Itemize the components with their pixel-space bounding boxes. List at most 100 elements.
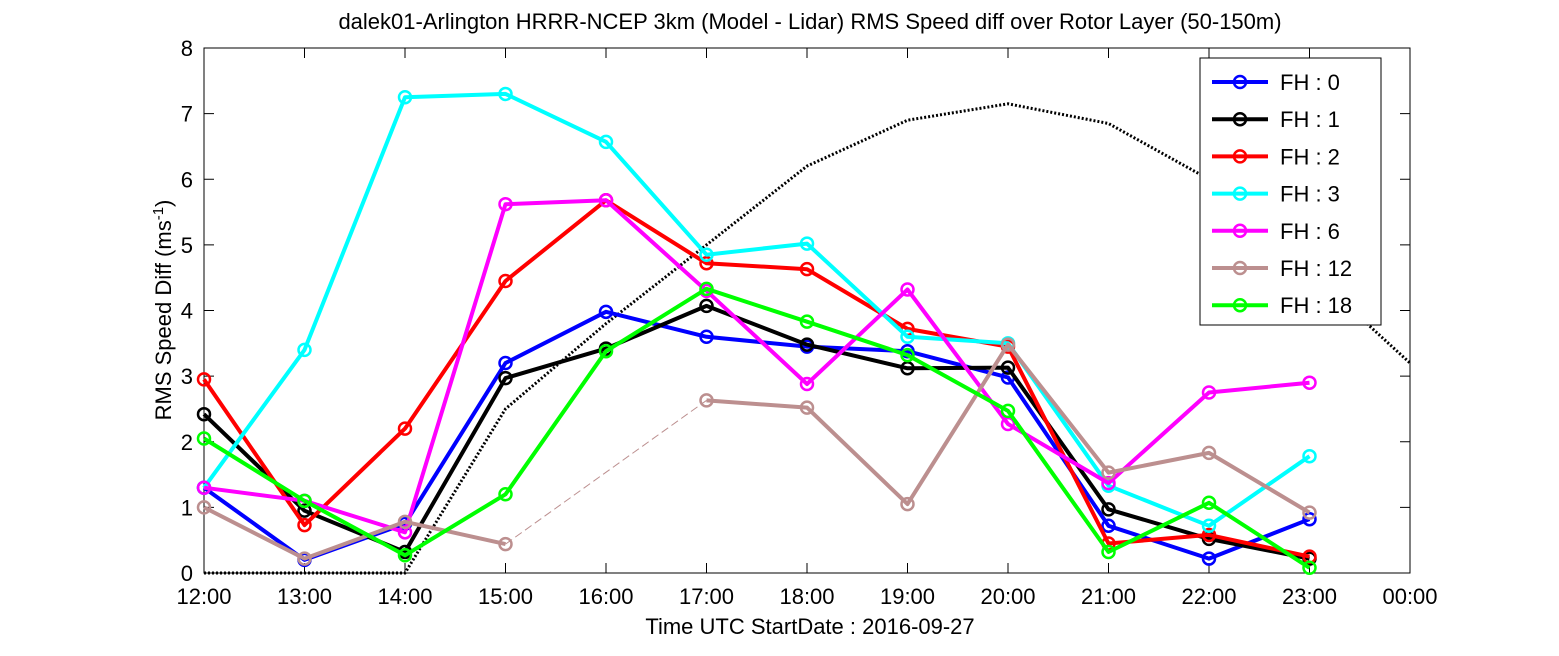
x-tick-label: 00:00 [1382, 584, 1437, 609]
x-tick-label: 13:00 [277, 584, 332, 609]
y-tick-label: 8 [181, 36, 193, 61]
y-tick-label: 7 [181, 102, 193, 127]
x-tick-label: 20:00 [980, 584, 1035, 609]
x-tick-label: 16:00 [578, 584, 633, 609]
x-tick-label: 21:00 [1081, 584, 1136, 609]
series-point [498, 536, 513, 552]
series-point [498, 487, 513, 502]
legend-marker [1232, 186, 1248, 201]
series-point [1000, 360, 1016, 375]
series-point [196, 406, 212, 422]
series-point [1201, 551, 1217, 566]
series-point [1302, 505, 1317, 520]
x-tick-label: 18:00 [779, 584, 834, 609]
series-line [706, 342, 1311, 515]
chart-title: dalek01-Arlington HRRR-NCEP 3km (Model -… [338, 9, 1281, 34]
series-line [202, 286, 1311, 570]
series-point [498, 86, 513, 102]
x-tick-label: 22:00 [1181, 584, 1236, 609]
series-line [203, 505, 506, 561]
y-tick-label: 0 [181, 561, 193, 586]
series-point [1201, 385, 1217, 400]
y-tick-label: 1 [181, 495, 193, 520]
series-point [900, 347, 915, 363]
y-tick-label: 4 [181, 299, 193, 324]
x-axis-label: Time UTC StartDate : 2016-09-27 [645, 614, 974, 639]
series-point [900, 329, 915, 344]
x-axis-ticks: 12:00 13:00 14:00 15:00 16:00 17:00 18:00 19:00… [176, 48, 1438, 609]
legend-label: FH : 6 [1280, 219, 1340, 244]
series-point [397, 514, 413, 530]
series-point [699, 393, 714, 408]
series-point [1101, 475, 1116, 491]
series-fh-12 [196, 337, 1317, 566]
series-point [1201, 527, 1217, 543]
legend-marker [1232, 111, 1248, 127]
series-gap-connector [505, 399, 707, 545]
series-line [202, 91, 1311, 528]
series-point [1201, 495, 1217, 511]
series-point [699, 281, 714, 297]
series-point [397, 89, 413, 105]
series-point [297, 517, 312, 533]
series-point [297, 493, 312, 509]
series-point [799, 236, 815, 251]
series-point [1302, 448, 1317, 464]
series-point [498, 355, 513, 371]
x-tick-label: 19:00 [880, 584, 935, 609]
series-point [196, 431, 212, 446]
series-point [1000, 403, 1016, 419]
y-tick-label: 3 [181, 364, 193, 389]
series-point [900, 496, 915, 512]
series-point [397, 525, 413, 540]
series-point [196, 480, 212, 495]
series-point [799, 376, 815, 392]
series-point [699, 256, 714, 271]
legend-marker [1232, 260, 1248, 276]
x-tick-label: 23:00 [1282, 584, 1337, 609]
series-fh-18 [196, 281, 1317, 575]
x-tick-label: 17:00 [679, 584, 734, 609]
series-point [1201, 518, 1217, 533]
series-point [799, 314, 815, 329]
series-point [799, 337, 815, 352]
series-point [498, 370, 513, 386]
series-point [1101, 502, 1116, 517]
series-point [1101, 544, 1116, 560]
y-tick-label: 2 [181, 430, 193, 455]
legend-label: FH : 0 [1280, 70, 1340, 95]
legend-marker [1232, 149, 1248, 164]
series-point [799, 400, 815, 415]
y-axis-label-superscript: -1 [150, 207, 167, 220]
series-point [900, 282, 915, 297]
legend-label: FH : 3 [1280, 182, 1340, 207]
series-point [598, 304, 614, 320]
series-point [498, 196, 513, 212]
series-group [196, 86, 1317, 575]
x-tick-label: 12:00 [176, 584, 231, 609]
legend-marker [1232, 74, 1248, 90]
series-point [297, 342, 312, 358]
series-point [297, 503, 312, 518]
series-point [598, 193, 614, 208]
x-tick-label: 14:00 [377, 584, 432, 609]
series-point [297, 551, 312, 566]
chart-legend: FH : 0 FH : 1 FH : 2 FH : 3 FH : 6 FH : 12 FH … [1199, 57, 1382, 326]
y-axis-label-end: ) [151, 200, 176, 207]
y-tick-label: 6 [181, 167, 193, 192]
series-point [1101, 518, 1116, 533]
y-tick-label: 5 [181, 233, 193, 258]
y-axis-label-main: RMS Speed Diff (ms [151, 220, 176, 420]
series-point [1000, 337, 1016, 352]
series-point [196, 372, 212, 387]
series-fh-3 [196, 86, 1317, 533]
series-point [1302, 560, 1317, 575]
series-point [699, 329, 714, 344]
series-point [1201, 445, 1217, 461]
series-point [196, 500, 212, 515]
series-point [397, 548, 413, 563]
series-point [1302, 375, 1317, 390]
series-point [699, 247, 714, 262]
y-axis-ticks: 0 1 2 3 4 5 6 7 8 [181, 36, 1410, 586]
